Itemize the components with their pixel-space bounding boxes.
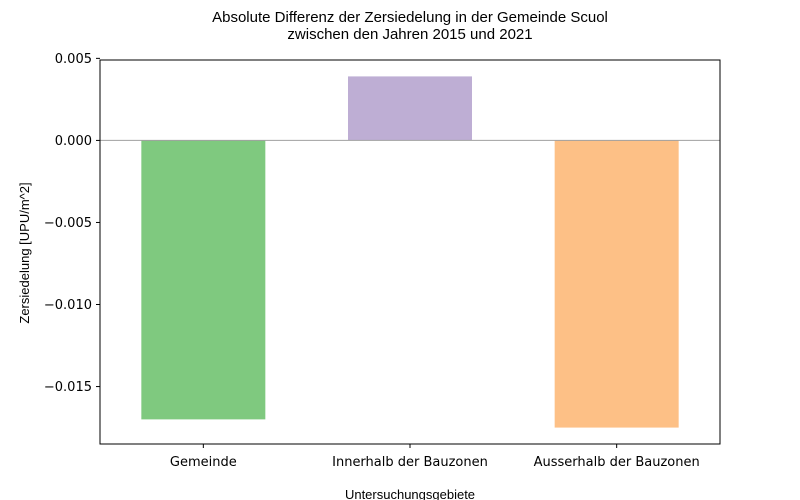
y-tick-label: −0.015 xyxy=(44,380,92,395)
y-tick-label: 0.005 xyxy=(55,52,92,67)
bar-2 xyxy=(554,140,679,428)
bar-0 xyxy=(141,140,266,420)
y-tick-label: 0.000 xyxy=(55,134,92,149)
y-tick-label: −0.005 xyxy=(44,216,92,231)
y-axis-ticks: 0.005 0.000 −0.005 −0.010 −0.015 xyxy=(44,52,100,395)
x-tick-label: Innerhalb der Bauzonen xyxy=(332,455,488,470)
x-tick-label: Gemeinde xyxy=(170,455,237,470)
x-axis-ticks: Gemeinde Innerhalb der Bauzonen Ausserhalb… xyxy=(170,444,700,470)
chart-title-line2: zwischen den Jahren 2015 und 2021 xyxy=(287,26,532,43)
x-axis-label: Untersuchungsgebiete xyxy=(345,487,475,500)
bars-group xyxy=(141,76,679,428)
y-axis-label: Zersiedelung [UPU/m^2] xyxy=(17,182,32,323)
y-tick-label: −0.010 xyxy=(44,298,92,313)
bar-1 xyxy=(348,76,472,141)
chart-title-line1: Absolute Differenz der Zersiedelung in d… xyxy=(212,9,608,26)
x-tick-label: Ausserhalb der Bauzonen xyxy=(534,455,700,470)
